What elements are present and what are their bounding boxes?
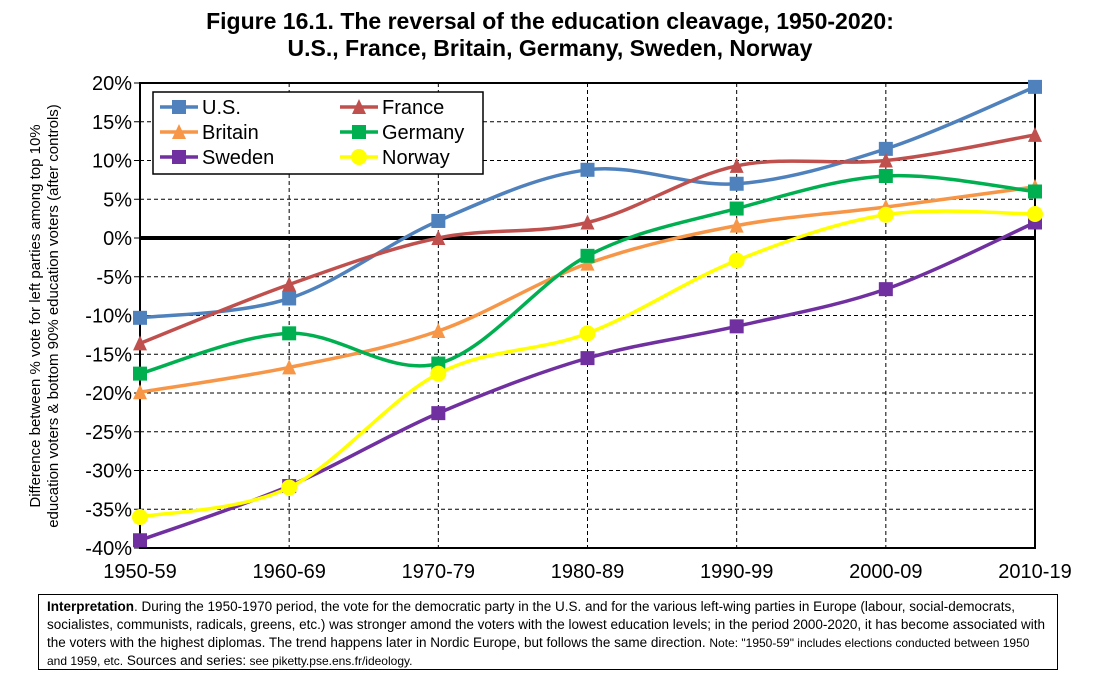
x-tick-label: 1990-99 — [700, 561, 773, 583]
y-tick-label: -15% — [85, 344, 132, 366]
y-axis-label: Difference between % vote for left parti… — [27, 124, 44, 507]
y-tick-label: 10% — [92, 151, 132, 173]
data-point-france — [133, 335, 147, 351]
data-point-sweden — [133, 533, 147, 548]
data-point-france — [1028, 126, 1042, 142]
data-point-britain — [431, 323, 446, 338]
legend-label-us: U.S. — [202, 97, 241, 119]
data-point-us — [1028, 79, 1042, 94]
sources-text: see piketty.pse.ens.fr/ideology. — [246, 654, 413, 668]
data-point-britain — [133, 384, 147, 400]
data-point-britain — [282, 359, 297, 375]
data-point-germany — [878, 169, 893, 183]
interpretation-text: . During the 1950-1970 period, the vote … — [47, 599, 1046, 650]
y-tick-label: -5% — [96, 267, 132, 289]
note-text: "1950-59" includes elections conducted b… — [47, 636, 1030, 668]
data-point-france — [580, 214, 595, 230]
legend-marker-sweden — [172, 150, 186, 164]
legend-marker-norway — [351, 149, 367, 165]
interpretation-note: Interpretation. During the 1950-1970 per… — [38, 594, 1058, 670]
y-tick-label: 5% — [103, 189, 132, 211]
legend-marker-britain — [172, 124, 186, 139]
data-point-germany — [282, 326, 297, 341]
chart-title: Figure 16.1. The reversal of the educati… — [0, 8, 1100, 62]
data-point-france — [729, 157, 744, 173]
x-tick-label: 1970-79 — [402, 561, 475, 583]
data-point-us — [282, 291, 297, 306]
interpretation-label: Interpretation — [47, 599, 135, 614]
legend-label-france: France — [382, 97, 444, 119]
x-tick-label: 1960-69 — [252, 561, 325, 583]
data-point-france — [431, 230, 446, 245]
data-point-france — [878, 152, 893, 168]
sources-label: Sources and series: — [123, 653, 247, 668]
data-point-us — [431, 213, 446, 228]
data-point-germany — [133, 366, 147, 381]
y-tick-label: 20% — [92, 73, 132, 95]
legend-box — [152, 91, 484, 175]
y-axis-label-line2: education voters & bottom 90% education … — [45, 104, 62, 528]
title-line: Figure 16.1. The reversal of the educati… — [206, 8, 894, 34]
line-chart: 20% 15% 10% 5% 0% -5% -10% -15% -20% -25% -30% -35%… — [27, 73, 1072, 583]
data-point-us — [878, 141, 893, 156]
data-point-norway — [579, 325, 596, 342]
data-point-norway — [281, 479, 298, 496]
data-point-us — [580, 162, 595, 177]
x-tick-label: 1950-59 — [103, 561, 176, 583]
x-tick-label: 2010-19 — [998, 561, 1071, 583]
data-point-norway — [132, 509, 148, 525]
data-point-britain — [580, 255, 595, 271]
data-point-us — [729, 176, 744, 191]
data-point-sweden — [729, 319, 744, 334]
data-point-norway — [1027, 205, 1043, 222]
y-tick-label: -25% — [85, 422, 132, 444]
y-tick-label: -40% — [85, 538, 132, 560]
note-label: Note: — [709, 636, 739, 650]
legend-marker-us — [172, 100, 186, 114]
x-tick-label: 1980-89 — [551, 561, 624, 583]
legend-label-sweden: Sweden — [202, 147, 274, 169]
data-point-germany — [729, 201, 744, 216]
legend-label-norway: Norway — [382, 147, 450, 169]
y-tick-label: 15% — [92, 112, 132, 134]
y-tick-label: 0% — [103, 228, 132, 250]
data-point-norway — [430, 365, 447, 382]
data-point-britain — [729, 217, 744, 233]
legend-label-britain: Britain — [202, 122, 259, 144]
data-point-us — [133, 310, 147, 325]
y-tick-label: -35% — [85, 499, 132, 521]
subtitle-line: U.S., France, Britain, Germany, Sweden, … — [287, 35, 813, 61]
data-point-sweden — [878, 282, 893, 297]
data-point-france — [282, 276, 297, 292]
y-tick-label: -30% — [85, 461, 132, 483]
x-tick-label: 2000-09 — [849, 561, 922, 583]
data-point-sweden — [580, 351, 595, 366]
data-point-norway — [728, 252, 745, 269]
data-point-germany — [580, 248, 595, 263]
y-tick-label: -10% — [85, 306, 132, 328]
legend-label-germany: Germany — [382, 122, 464, 144]
data-point-germany — [1028, 184, 1042, 199]
legend-marker-france — [352, 99, 366, 114]
data-point-norway — [877, 206, 894, 223]
y-tick-label: -20% — [85, 383, 132, 405]
data-point-sweden — [431, 406, 446, 421]
legend-marker-germany — [352, 125, 366, 139]
